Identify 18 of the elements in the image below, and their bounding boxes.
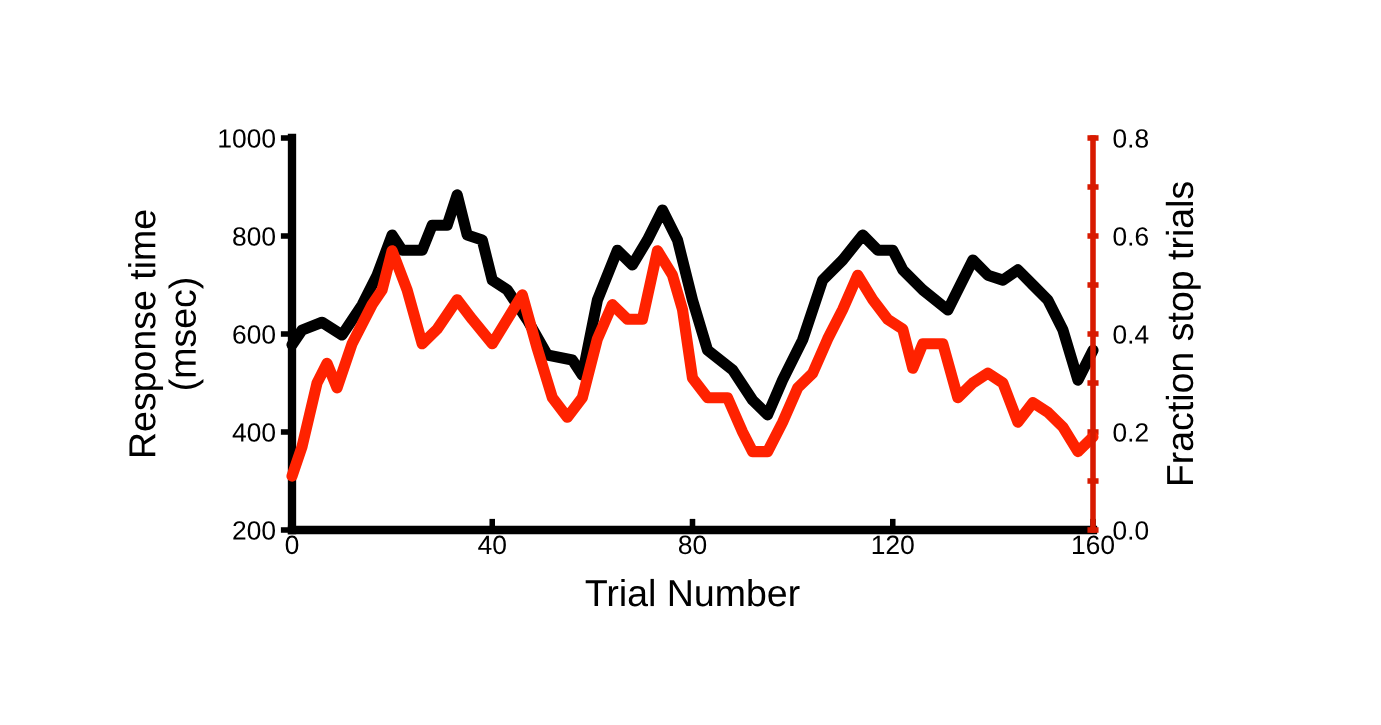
y-tick-label: 800 (233, 227, 275, 246)
y2-tick-label: 0.2 (1113, 423, 1148, 442)
y2-axis-title: Fraction stop trials (1165, 182, 1201, 485)
x-tick-label: 40 (478, 535, 506, 555)
y-tick-label: 600 (233, 325, 275, 344)
y-tick-label: 1000 (219, 129, 275, 148)
y2-tick-label: 0.0 (1113, 521, 1149, 540)
y2-tick-label: 0.6 (1113, 227, 1148, 246)
x-axis-title: Trial Number (585, 578, 800, 607)
y2-tick-label: 0.4 (1113, 325, 1149, 344)
y2-tick-label: 0.8 (1113, 129, 1148, 148)
x-tick-label: 160 (1073, 535, 1114, 555)
x-tick-label: 120 (872, 535, 914, 555)
y-tick-label: 400 (232, 423, 275, 442)
x-tick-label: 80 (678, 535, 707, 555)
x-tick-label: 0 (285, 535, 299, 555)
y-tick-label: 200 (233, 521, 275, 540)
y-axis-title: Response time (msec) (128, 210, 204, 456)
